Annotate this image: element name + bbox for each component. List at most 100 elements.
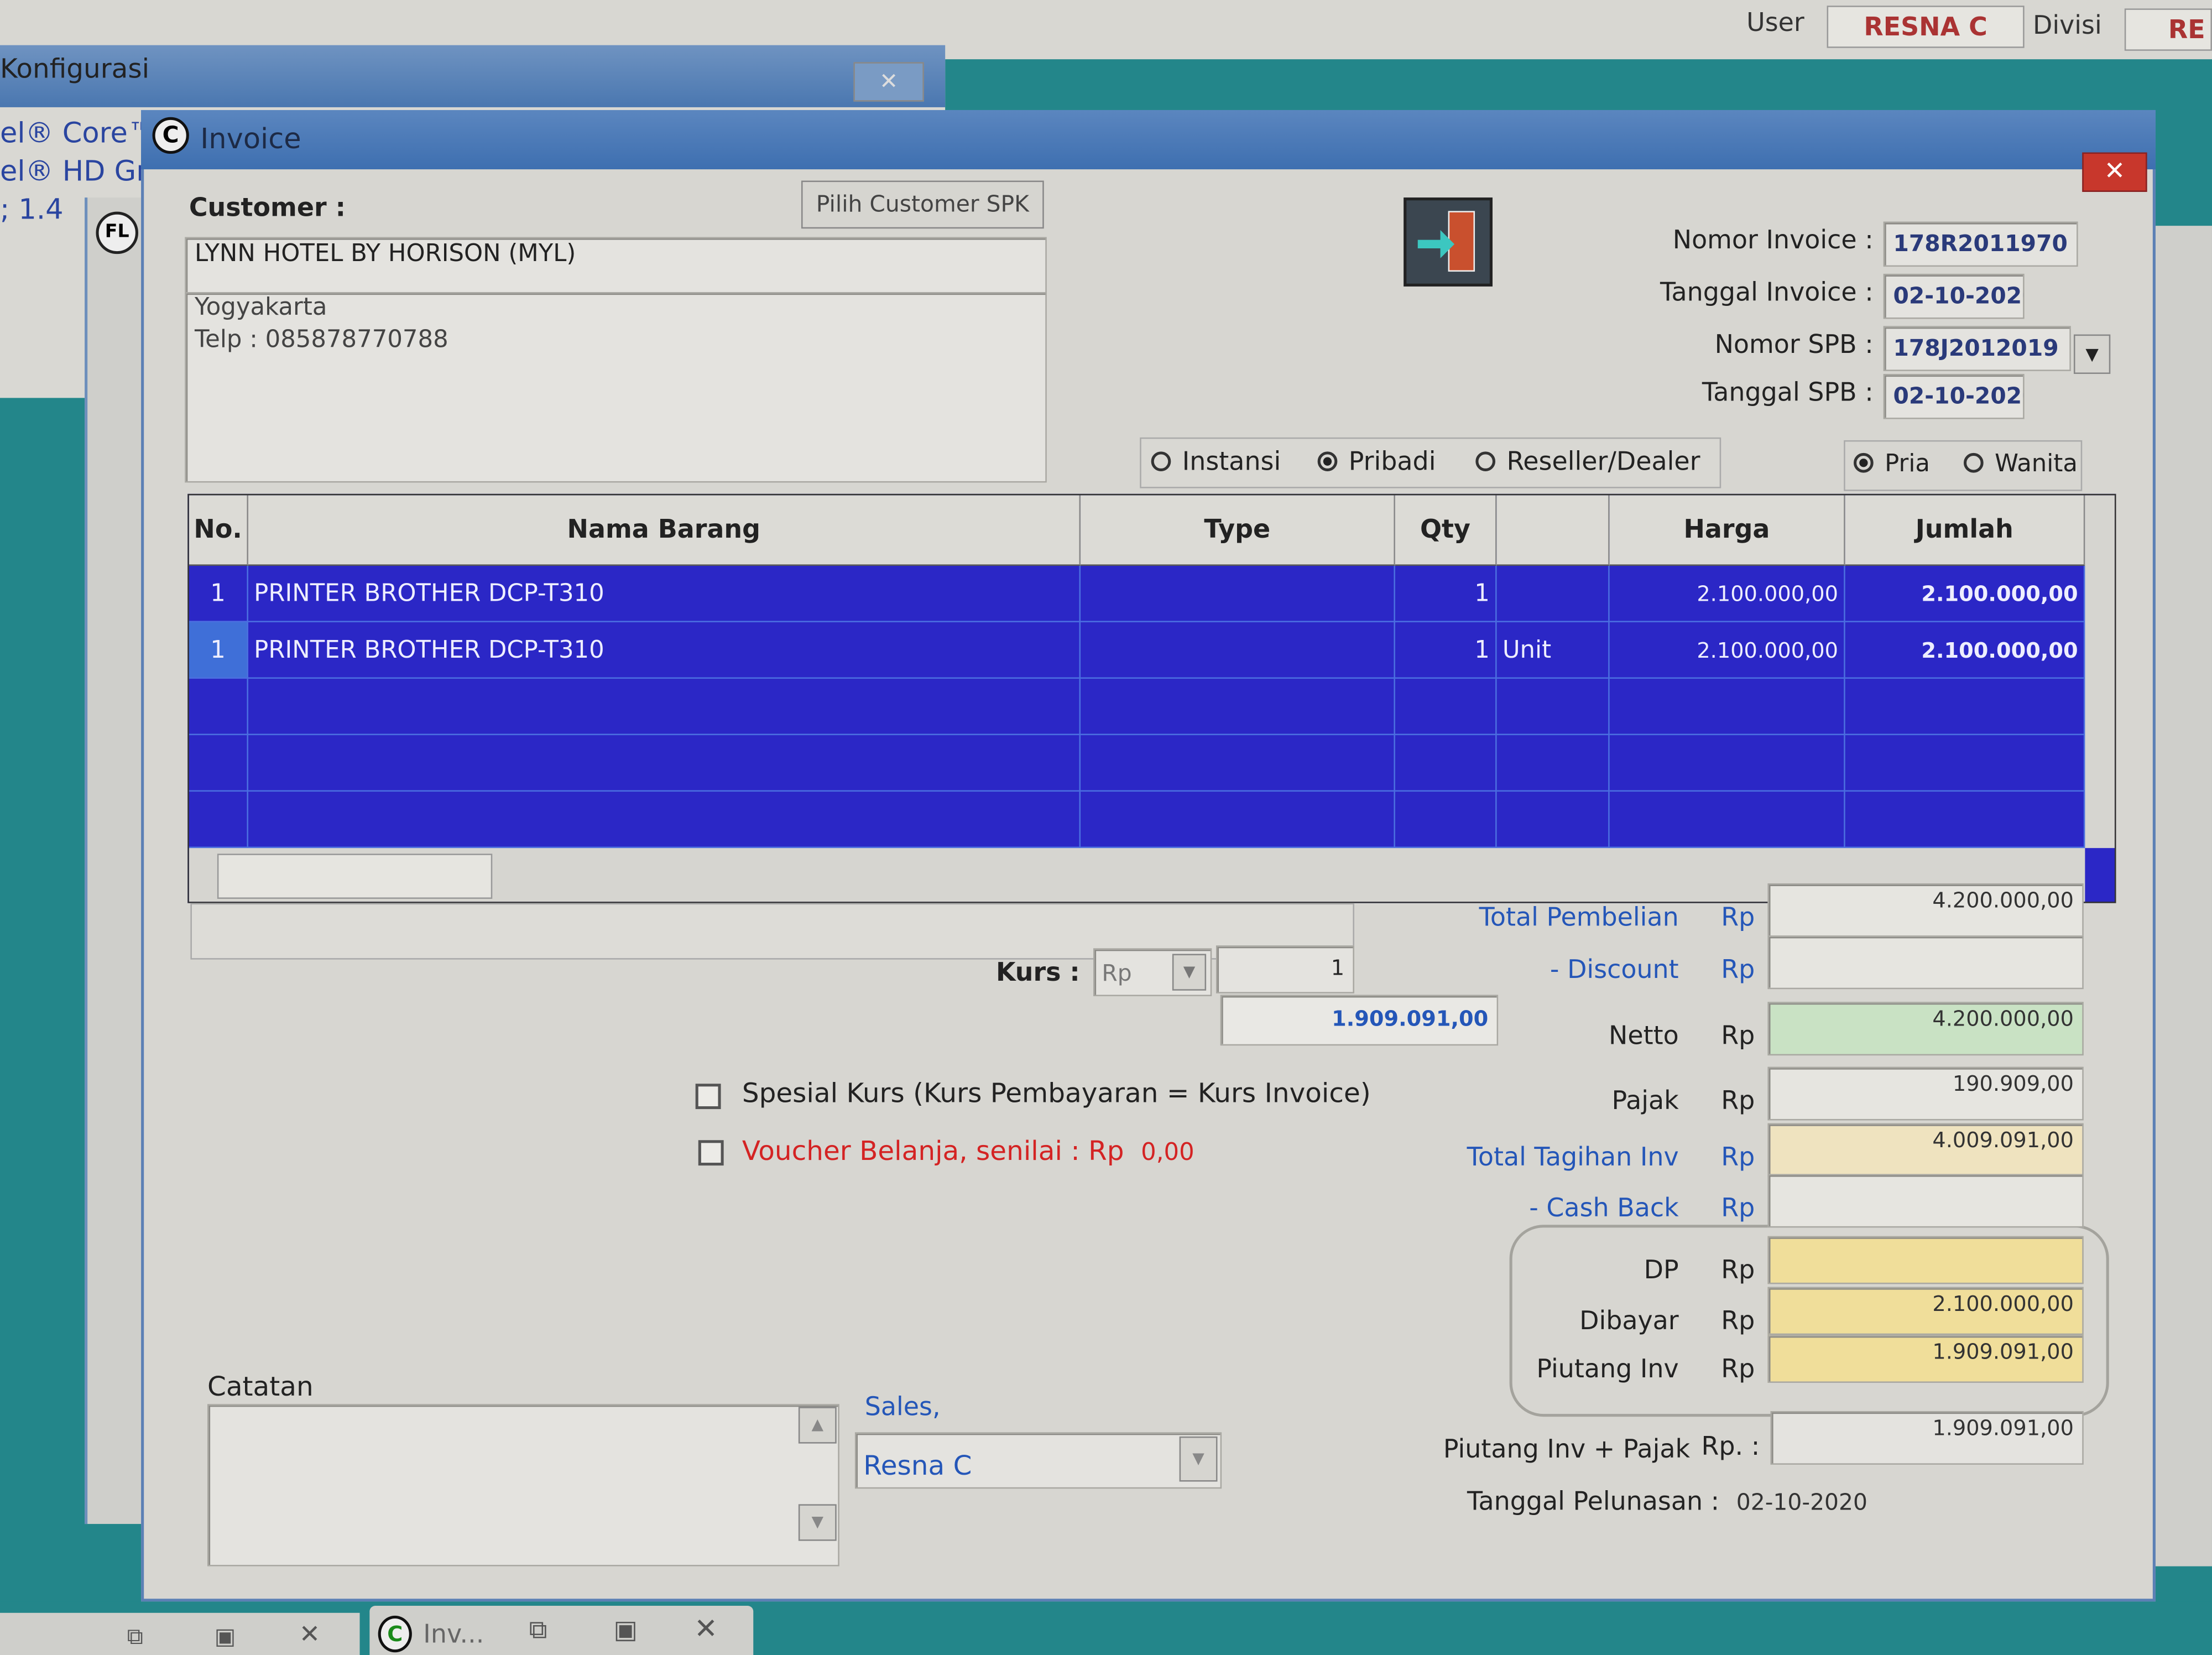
door-exit-icon[interactable] <box>1404 197 1493 287</box>
customer-name: LYNN HOTEL BY HORISON (MYL) <box>195 240 576 268</box>
column-header[interactable]: No. <box>189 495 248 566</box>
total-currency: Rp <box>1721 1086 1755 1116</box>
catatan-scroll-down[interactable]: ▼ <box>798 1504 837 1541</box>
total-currency: Rp <box>1721 1021 1755 1052</box>
table-cell <box>1081 565 1395 622</box>
total-value-field[interactable]: 2.100.000,00 <box>1767 1287 2084 1335</box>
close-icon[interactable]: ✕ <box>694 1611 718 1646</box>
total-label: - Discount <box>1550 955 1679 985</box>
table-cell: 2.100.000,00 <box>1609 565 1845 622</box>
restore-icon[interactable]: ⧉ <box>529 1615 547 1646</box>
table-cell: 2.100.000,00 <box>1609 622 1845 679</box>
pelunasan-row: Tanggal Pelunasan : 02-10-2020 <box>1467 1487 1867 1517</box>
table-cell <box>1845 679 2085 736</box>
bg-window-inner <box>85 197 148 1524</box>
total-currency: Rp <box>1721 1143 1755 1173</box>
radio-reseller[interactable]: Reseller/Dealer <box>1475 447 1700 477</box>
radio-pribadi[interactable]: Pribadi <box>1317 447 1436 477</box>
scrollbar-thumb[interactable] <box>217 853 493 899</box>
customer-label: Customer : <box>189 193 346 223</box>
divisi-value: RE <box>2124 8 2212 51</box>
app-c-icon: C <box>378 1615 412 1653</box>
column-header[interactable]: Qty <box>1395 495 1497 566</box>
table-cell <box>1496 735 1610 792</box>
kurs-rate-field[interactable]: 1 <box>1215 945 1354 993</box>
table-row[interactable] <box>189 792 2085 849</box>
table-cell <box>248 792 1081 849</box>
voucher-checkbox[interactable] <box>698 1140 724 1166</box>
table-cell <box>189 679 248 736</box>
table-row[interactable]: 1 PRINTER BROTHER DCP-T310 1 Unit 2.100.000,… <box>189 622 2085 679</box>
chevron-down-icon[interactable]: ▼ <box>1172 954 1207 991</box>
chevron-down-icon[interactable]: ▼ <box>1179 1436 1218 1482</box>
radio-pria[interactable]: Pria <box>1854 450 1930 478</box>
taskbar-item-minimized[interactable] <box>0 1612 360 1655</box>
radio-instansi-icon <box>1151 451 1171 472</box>
minimize-icon[interactable]: ▣ <box>613 1615 638 1646</box>
minimize-icon[interactable]: ▣ <box>214 1622 236 1650</box>
spesial-kurs-checkbox[interactable] <box>695 1084 721 1110</box>
invoice-field-value[interactable]: 02-10-2020 <box>1883 374 2025 419</box>
voucher-value: 0,00 <box>1141 1138 1194 1167</box>
close-icon[interactable]: ✕ <box>299 1620 321 1650</box>
spesial-kurs-label: Spesial Kurs (Kurs Pembayaran = Kurs Inv… <box>742 1078 1371 1110</box>
voucher-row: Voucher Belanja, senilai : Rp 0,00 <box>742 1136 1194 1167</box>
radio-wanita[interactable]: Wanita <box>1963 450 2078 478</box>
customer-address-line2: Telp : 085878770788 <box>195 326 448 355</box>
app-c-icon: C <box>152 117 189 154</box>
table-row[interactable] <box>189 679 2085 736</box>
user-label: User <box>1746 8 1804 38</box>
invoice-field-value[interactable]: 02-10-2020 <box>1883 273 2025 319</box>
customer-name-field[interactable] <box>185 237 1047 294</box>
column-header[interactable]: Harga <box>1609 495 1845 566</box>
table-row[interactable] <box>189 735 2085 792</box>
column-header[interactable]: Jumlah <box>1845 495 2085 566</box>
restore-icon[interactable]: ⧉ <box>127 1622 143 1650</box>
vertical-scrollbar[interactable] <box>2085 495 2115 849</box>
table-cell: PRINTER BROTHER DCP-T310 <box>248 622 1081 679</box>
table-cell <box>1609 792 1845 849</box>
kurs-label: Kurs : <box>996 958 1080 988</box>
taskbar <box>0 1601 2212 1655</box>
pelunasan-value: 02-10-2020 <box>1736 1489 1867 1516</box>
table-cell <box>1609 679 1845 736</box>
total-value-field[interactable] <box>1767 935 2084 990</box>
nomor-spb-dropdown-button[interactable]: ▼ <box>2073 334 2111 374</box>
konfigurasi-close-button[interactable]: ✕ <box>853 62 924 102</box>
catatan-scroll-up[interactable]: ▲ <box>798 1407 837 1444</box>
table-cell <box>1845 792 2085 849</box>
table-cell <box>1081 679 1395 736</box>
column-header[interactable]: Nama Barang <box>248 495 1081 566</box>
items-table[interactable]: No. Nama Barang Type Qty Harga Jumlah 1 PRINTER… <box>187 493 2116 903</box>
table-cell <box>1496 792 1610 849</box>
sales-select[interactable] <box>854 1432 1222 1489</box>
column-header[interactable] <box>1496 495 1610 566</box>
invoice-field-value[interactable]: 178J2012019 <box>1883 326 2071 371</box>
table-row[interactable]: 1 PRINTER BROTHER DCP-T310 1 2.100.000,00 2.… <box>189 565 2085 622</box>
catatan-textarea[interactable] <box>207 1404 839 1566</box>
taskbar-item-invoice[interactable] <box>369 1606 754 1655</box>
radio-reseller-icon <box>1475 451 1496 472</box>
invoice-field-value[interactable]: 178R2011970 <box>1883 221 2078 267</box>
table-cell: Unit <box>1496 622 1610 679</box>
konfigurasi-title: Konfigurasi <box>0 53 150 85</box>
customer-address-field[interactable] <box>185 292 1047 483</box>
total-value-field[interactable] <box>1767 1236 2084 1284</box>
kurs-converted-field: 1.909.091,00 <box>1220 995 1499 1046</box>
total-value-field: 4.200.000,00 <box>1767 1002 2084 1056</box>
total-value-field[interactable]: 1.909.091,00 <box>1767 1335 2084 1383</box>
bg-line: el® Core™ <box>0 116 156 150</box>
table-cell <box>1395 679 1497 736</box>
total-label: - Cash Back <box>1529 1194 1679 1224</box>
table-cell <box>1395 735 1497 792</box>
invoice-field-label: Tanggal SPB : <box>1702 378 1874 408</box>
radio-instansi[interactable]: Instansi <box>1151 447 1281 477</box>
invoice-titlebar <box>141 110 2156 170</box>
piutang-pajak-cur: Rp. : <box>1701 1432 1760 1462</box>
column-header[interactable]: Type <box>1081 495 1395 566</box>
pilih-customer-spk-button[interactable]: Pilih Customer SPK <box>801 180 1044 229</box>
window-close-button[interactable]: ✕ <box>2082 152 2147 192</box>
invoice-field-label: Nomor SPB : <box>1714 330 1874 360</box>
table-cell <box>1496 565 1610 622</box>
table-cell <box>1609 735 1845 792</box>
